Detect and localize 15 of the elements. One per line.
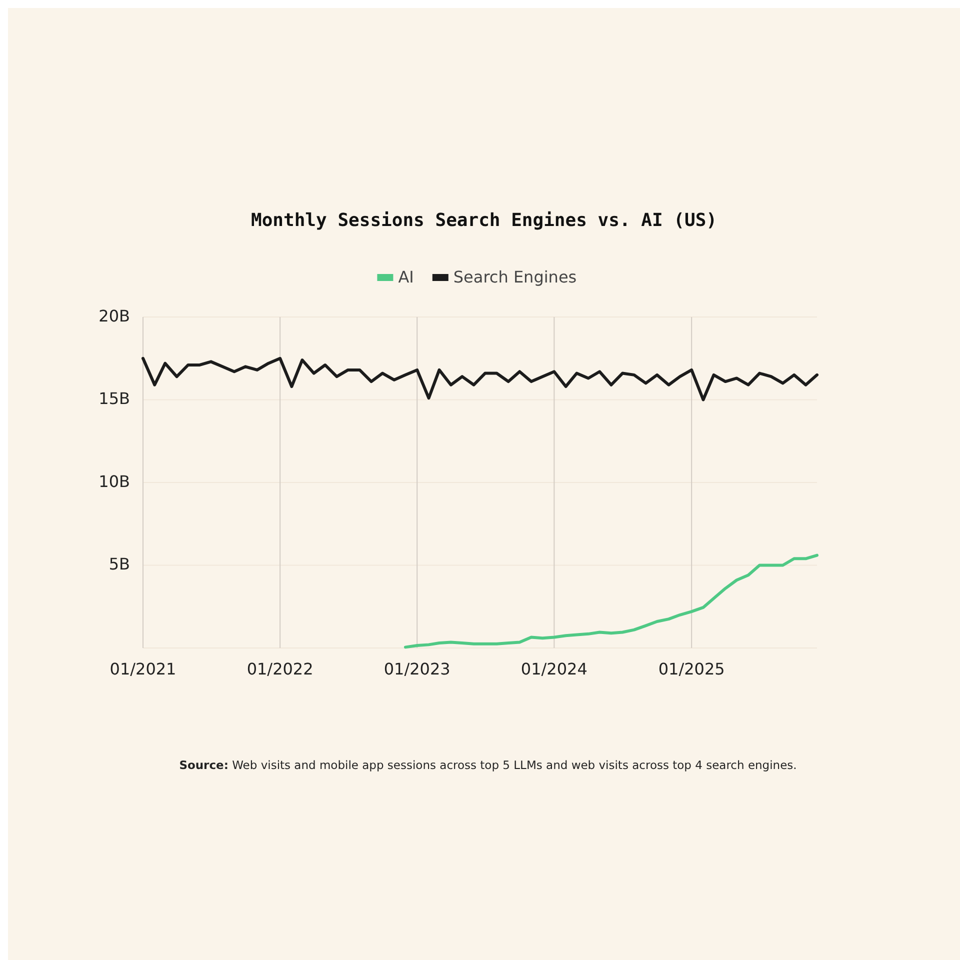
y-tick-label: 15B	[98, 389, 130, 408]
x-tick-label: 01/2025	[658, 659, 725, 678]
legend-label: Search Engines	[453, 267, 577, 286]
y-tick-label: 5B	[108, 554, 130, 574]
source-note: Source: Web visits and mobile app sessions across top 5 LLMs and web visits across top 4 search engines.	[179, 758, 797, 772]
legend-label: AI	[398, 267, 414, 286]
x-tick-label: 01/2023	[384, 659, 450, 678]
x-tick-label: 01/2022	[246, 659, 314, 678]
y-tick-label: 10B	[98, 472, 130, 491]
chart-title: Monthly Sessions Search Engines vs. AI (US)	[251, 210, 717, 231]
line-series	[142, 356, 818, 402]
x-tick-label: 01/2021	[110, 659, 176, 678]
y-tick-label: 20B	[98, 306, 130, 326]
x-tick-label: 01/2024	[520, 659, 588, 678]
line-series	[404, 554, 818, 649]
